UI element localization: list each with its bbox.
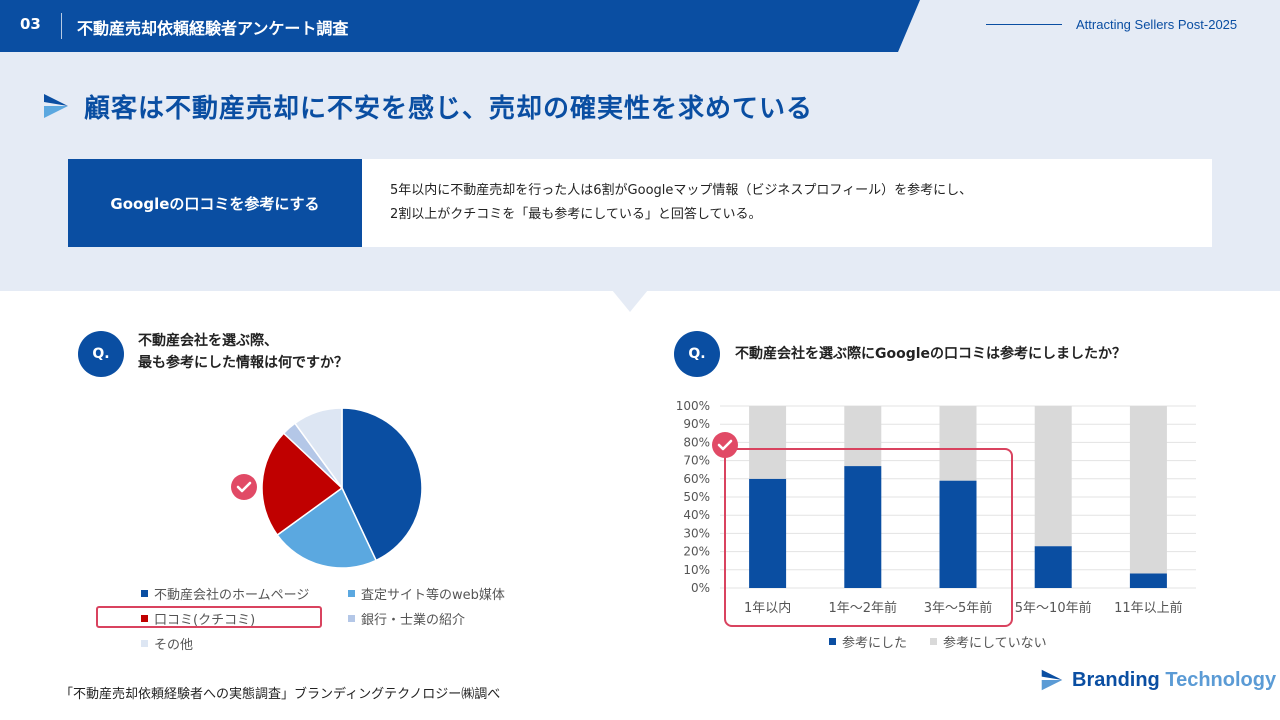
bar-segment [749,478,787,588]
pie-slice [341,407,423,562]
bar-segment [1129,573,1167,588]
legend-swatch [141,640,148,647]
bar-segment [939,406,977,481]
y-tick-label: 60% [683,472,710,486]
x-tick-label: 5年〜10年前 [1015,600,1092,616]
info-box: Googleの口コミを参考にする 5年以内に不動産売却を行った人は6割がGoog… [68,159,1212,247]
page-title: 顧客は不動産売却に不安を感じ、売却の確実性を求めている [84,94,814,124]
section-title: 不動産売却依頼経験者アンケート調査 [77,19,349,38]
left-question-text: 不動産会社を選ぶ際、 最も参考にした情報は何ですか？ [138,330,348,374]
pie-slice [261,432,344,537]
legend-label: 参考にした [842,636,908,651]
bar-segment [844,466,882,588]
x-tick-label: 11年以上前 [1114,600,1183,616]
y-tick-label: 20% [683,545,710,559]
right-question-badge: Q. [674,331,720,377]
logo-word-2: Technology [1165,668,1277,691]
info-text: 5年以内に不動産売却を行った人は6割がGoogleマップ情報（ビジネスプロフィー… [390,179,972,227]
right-question-text: 不動産会社を選ぶ際にGoogleの口コミは参考にしましたか？ [735,346,1127,362]
legend-label: 査定サイト等のweb媒体 [361,588,505,603]
legend-swatch [348,590,355,597]
info-label: Googleの口コミを参考にする [68,159,362,247]
header-divider [61,13,62,39]
legend-swatch [348,615,355,622]
info-line-2: 2割以上がクチコミを「最も参考にしている」と回答している。 [390,207,762,222]
bar-check-badge [712,432,738,458]
legend-swatch [930,638,937,645]
left-question-line-1: 不動産会社を選ぶ際、 [138,333,278,349]
bar-segment [844,406,882,467]
y-tick-label: 40% [683,508,710,522]
tagline: Attracting Sellers Post-2025 [1076,17,1238,32]
y-tick-label: 50% [683,490,710,504]
x-tick-label: 1年〜2年前 [829,600,898,616]
pie-legend-item: 査定サイト等のweb媒体 [348,584,505,603]
y-tick-label: 0% [691,581,710,595]
section-number: 03 [20,15,41,33]
legend-swatch [829,638,836,645]
pie-legend-highlight [96,606,322,628]
pie-slice [293,407,343,491]
legend-label: 口コミ(クチコミ) [154,613,256,628]
y-tick-label: 100% [676,399,710,413]
pie-slice [276,486,378,569]
logo-text: Branding Technology [1072,669,1276,692]
y-tick-label: 70% [683,454,710,468]
source-note: 「不動産売却依頼経験者への実態調査」ブランディングテクノロジー㈱調べ [60,687,501,702]
legend-swatch [141,615,148,622]
left-question-badge: Q. [78,331,124,377]
pie-legend-item: 口コミ(クチコミ) [141,609,255,628]
pie-check-badge [231,474,257,500]
pie-legend-item: その他 [141,634,193,653]
y-tick-label: 30% [683,526,710,540]
legend-label: その他 [154,638,194,653]
left-question-line-2: 最も参考にした情報は何ですか？ [138,355,348,371]
check-icon [236,481,252,493]
legend-label: 参考にしていない [943,636,1047,651]
legend-label: 不動産会社のホームページ [154,588,310,603]
bar-chart: 0% 10% 20% 30% 40% 50% 60% 70% 80% 90% 100% 1年以内 1年〜… [676,399,1196,616]
pie-legend-item: 銀行・士業の紹介 [348,609,465,628]
y-tick-label: 80% [683,435,710,449]
bar-segment [749,406,787,479]
arrow-logo-icon [1041,669,1063,691]
bar-segment [939,480,977,588]
bar-segment [1034,546,1072,588]
pie-chart [261,407,423,569]
header-bar [0,0,920,52]
legend-swatch [141,590,148,597]
pie-legend-item: 不動産会社のホームページ [141,584,309,603]
check-icon [717,439,733,451]
bar-highlight-box [724,448,1013,627]
bar-segment [1034,406,1072,547]
company-logo: Branding Technology [1040,668,1276,692]
x-tick-label: 1年以内 [744,600,791,616]
bar-legend-item: 参考にしていない [930,632,1047,651]
info-line-1: 5年以内に不動産売却を行った人は6割がGoogleマップ情報（ビジネスプロフィー… [390,183,973,198]
x-tick-label: 3年〜5年前 [924,600,993,616]
section-pointer [612,290,648,312]
y-tick-label: 10% [683,563,710,577]
bar-segment [1129,406,1167,574]
bar-legend-item: 参考にした [829,632,907,651]
logo-word-1: Branding [1072,668,1160,691]
arrow-logo-icon [44,94,68,118]
legend-label: 銀行・士業の紹介 [361,613,466,628]
y-tick-label: 90% [683,417,710,431]
tagline-rule [986,24,1062,25]
